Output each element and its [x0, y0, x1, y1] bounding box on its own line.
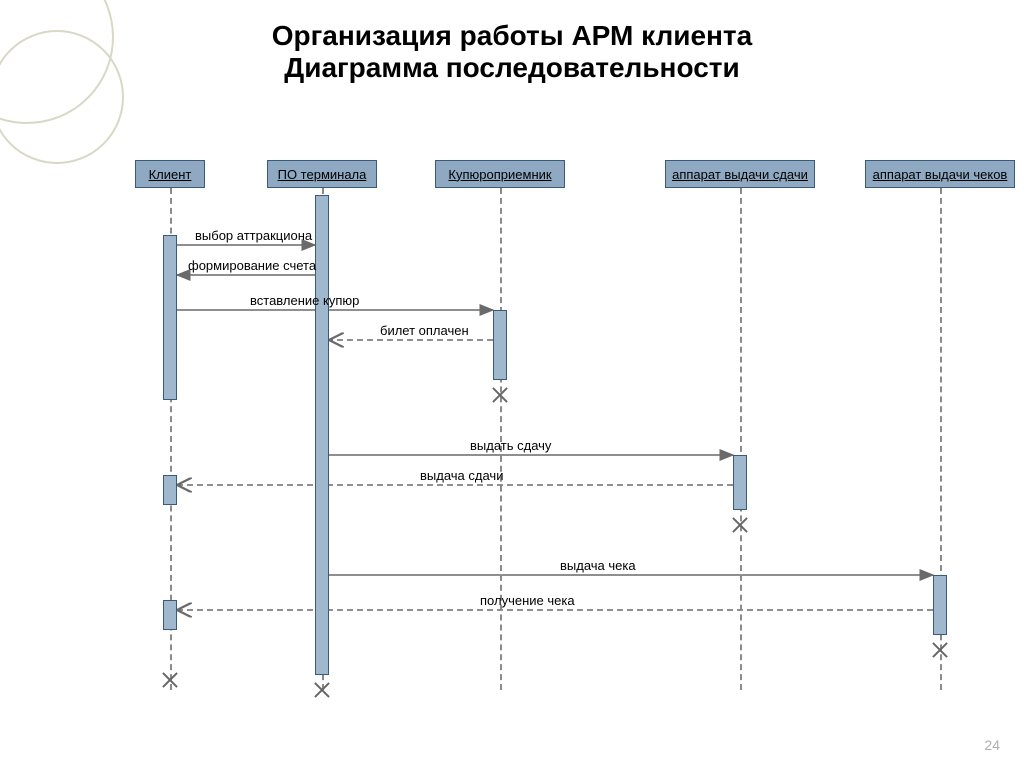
activation-bill-2	[493, 310, 507, 380]
destroy-receipt	[930, 640, 950, 660]
message-label-4: выдать сдачу	[470, 438, 551, 453]
destroy-bill	[490, 385, 510, 405]
activation-client-5	[163, 600, 177, 630]
participant-receipt: аппарат выдачи чеков	[865, 160, 1015, 188]
activation-change-4	[733, 455, 747, 510]
activation-client-1	[163, 235, 177, 400]
sequence-diagram: Клиент ПО терминала Купюроприемник аппарат …	[0, 0, 1024, 767]
message-label-1: формирование счета	[188, 258, 316, 273]
message-label-2: вставление купюр	[250, 293, 359, 308]
message-label-6: выдача чека	[560, 558, 636, 573]
activation-terminal-0	[315, 195, 329, 675]
destroy-change	[730, 515, 750, 535]
participant-client: Клиент	[135, 160, 205, 188]
participant-change: аппарат выдачи сдачи	[665, 160, 815, 188]
message-label-0: выбор аттракциона	[195, 228, 312, 243]
participant-terminal: ПО терминала	[267, 160, 377, 188]
arrows-layer	[0, 0, 1024, 767]
participant-bill: Купюроприемник	[435, 160, 565, 188]
page-number: 24	[984, 737, 1000, 753]
destroy-client	[160, 670, 180, 690]
message-label-7: получение чека	[480, 593, 575, 608]
message-label-5: выдача сдачи	[420, 468, 503, 483]
lifeline-change	[740, 188, 742, 690]
destroy-terminal	[312, 680, 332, 700]
message-label-3: билет оплачен	[380, 323, 469, 338]
activation-client-3	[163, 475, 177, 505]
activation-receipt-6	[933, 575, 947, 635]
